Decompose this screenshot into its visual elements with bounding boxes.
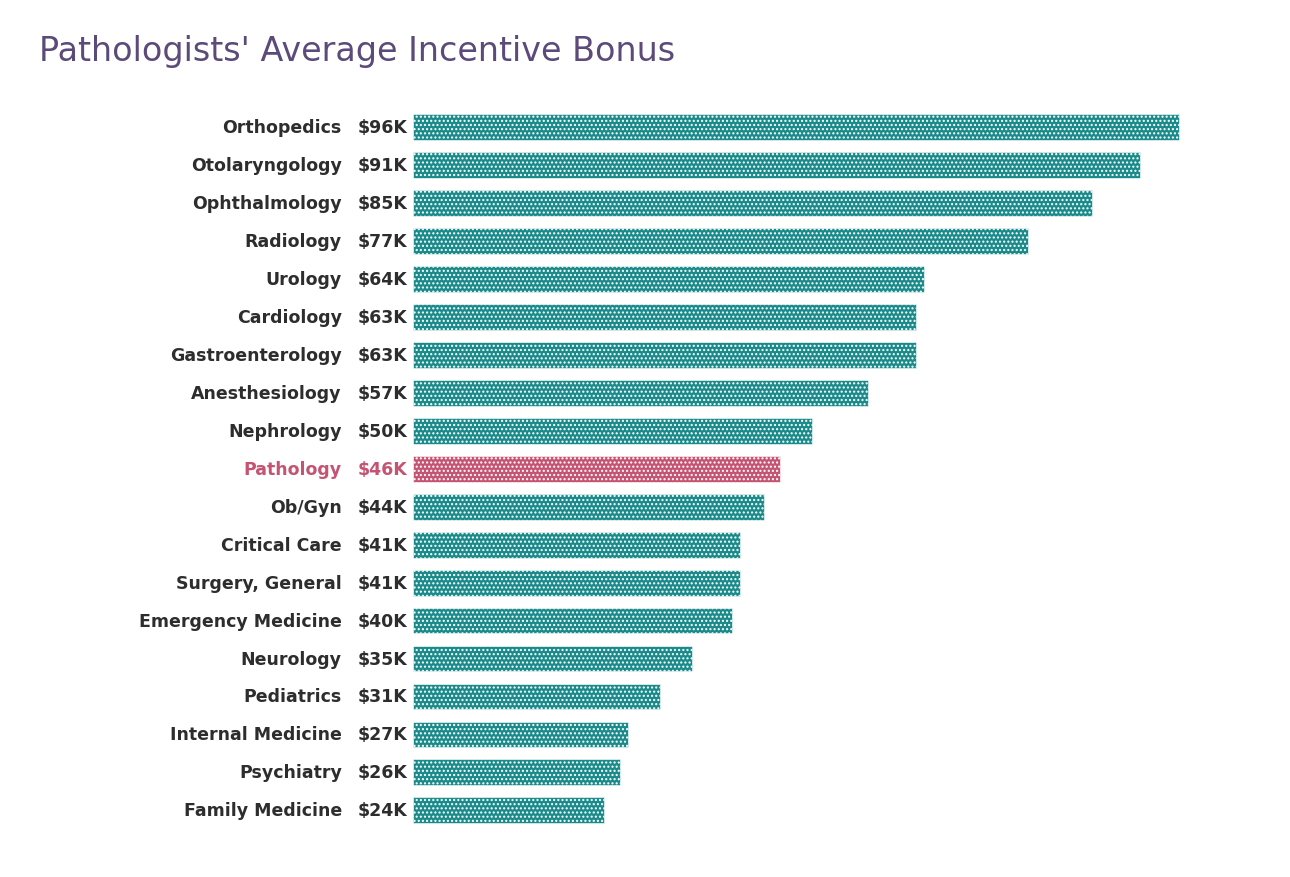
Bar	[413, 304, 916, 331]
Text: Nephrology: Nephrology	[228, 423, 342, 440]
Text: $40K: $40K	[357, 612, 408, 630]
Bar	[413, 722, 628, 747]
Bar	[413, 381, 868, 406]
Text: $24K: $24K	[357, 802, 408, 819]
Text: Urology: Urology	[266, 271, 342, 289]
Text: Ophthalmology: Ophthalmology	[192, 195, 342, 213]
Text: Pathologists' Average Incentive Bonus: Pathologists' Average Incentive Bonus	[39, 35, 675, 68]
Bar	[413, 532, 740, 558]
Text: $35K: $35K	[357, 650, 408, 667]
Bar	[413, 495, 764, 520]
Bar	[413, 645, 693, 672]
Text: $50K: $50K	[357, 423, 408, 440]
Text: $31K: $31K	[357, 688, 408, 706]
Text: $41K: $41K	[357, 536, 408, 554]
Text: Orthopedics: Orthopedics	[223, 119, 342, 137]
Text: Otolaryngology: Otolaryngology	[191, 157, 342, 175]
Bar	[413, 456, 780, 482]
Text: Ob/Gyn: Ob/Gyn	[270, 498, 342, 516]
Text: Surgery, General: Surgery, General	[177, 574, 342, 592]
Bar	[413, 267, 924, 293]
Text: Radiology: Radiology	[245, 232, 342, 251]
Bar	[413, 343, 916, 368]
Bar	[413, 759, 620, 786]
Bar	[413, 115, 1179, 141]
Text: Pediatrics: Pediatrics	[244, 688, 342, 706]
Bar	[413, 684, 660, 709]
Text: Pathology: Pathology	[244, 460, 342, 478]
Bar	[413, 570, 740, 595]
Bar	[413, 229, 1028, 254]
Text: Neurology: Neurology	[241, 650, 342, 667]
Bar	[413, 191, 1091, 217]
Text: $44K: $44K	[359, 498, 408, 516]
Bar	[413, 608, 733, 634]
Text: $85K: $85K	[357, 195, 408, 213]
Text: $63K: $63K	[357, 346, 408, 365]
Text: Family Medicine: Family Medicine	[183, 802, 342, 819]
Text: $64K: $64K	[357, 271, 408, 289]
Text: $57K: $57K	[357, 384, 408, 403]
Text: Critical Care: Critical Care	[221, 536, 342, 554]
Text: $96K: $96K	[357, 119, 408, 137]
Text: $26K: $26K	[357, 764, 408, 781]
Text: $46K: $46K	[357, 460, 408, 478]
Text: $41K: $41K	[357, 574, 408, 592]
Text: Emergency Medicine: Emergency Medicine	[139, 612, 342, 630]
Text: Cardiology: Cardiology	[237, 309, 342, 326]
Text: $77K: $77K	[359, 232, 408, 251]
Bar	[413, 797, 605, 824]
Text: Internal Medicine: Internal Medicine	[170, 725, 342, 744]
Bar	[413, 153, 1139, 179]
Text: $91K: $91K	[357, 157, 408, 175]
Text: Psychiatry: Psychiatry	[239, 764, 342, 781]
Bar	[413, 418, 813, 444]
Text: $63K: $63K	[357, 309, 408, 326]
Text: Anesthesiology: Anesthesiology	[191, 384, 342, 403]
Text: $27K: $27K	[357, 725, 408, 744]
Text: Gastroenterology: Gastroenterology	[170, 346, 342, 365]
